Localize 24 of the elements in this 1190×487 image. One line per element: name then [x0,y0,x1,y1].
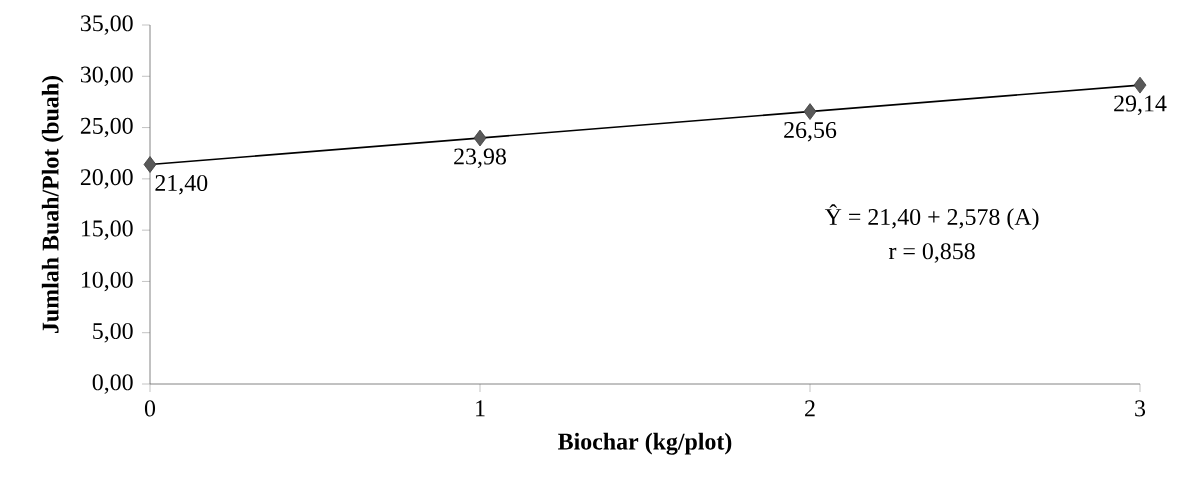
data-label: 23,98 [454,148,506,169]
x-tick-label: 2 [805,400,815,417]
point [803,103,817,120]
x-tick-label: 3 [1135,400,1146,417]
annotation: Ŷ = 21,40 + 2,578 (A) [824,204,1039,230]
data-label: 21,40 [155,174,208,195]
x-tick-label: 1 [476,400,485,417]
y-axis-title: Jumlah Buah/Plot (buah) [41,76,64,333]
data-label: 26,56 [784,121,837,142]
data-label: 29,14 [1114,95,1167,116]
y-tick-label: 35,00 [80,15,133,35]
y-tick-label: 20,00 [80,169,133,189]
y-tick-label: 0,00 [92,374,133,394]
point [473,129,487,147]
point [143,156,157,173]
y-tick-label: 10,00 [81,271,133,292]
annotation: r = 0,858 [888,243,975,263]
x-axis-title: Biochar (kg/plot) [558,432,732,455]
x-tick-label: 0 [144,400,156,417]
y-tick-label: 25,00 [80,117,133,138]
y-tick-label: 15,00 [81,220,133,240]
point [1133,76,1147,94]
y-tick-label: 5,00 [93,322,133,343]
y-tick-label: 30,00 [80,66,133,87]
